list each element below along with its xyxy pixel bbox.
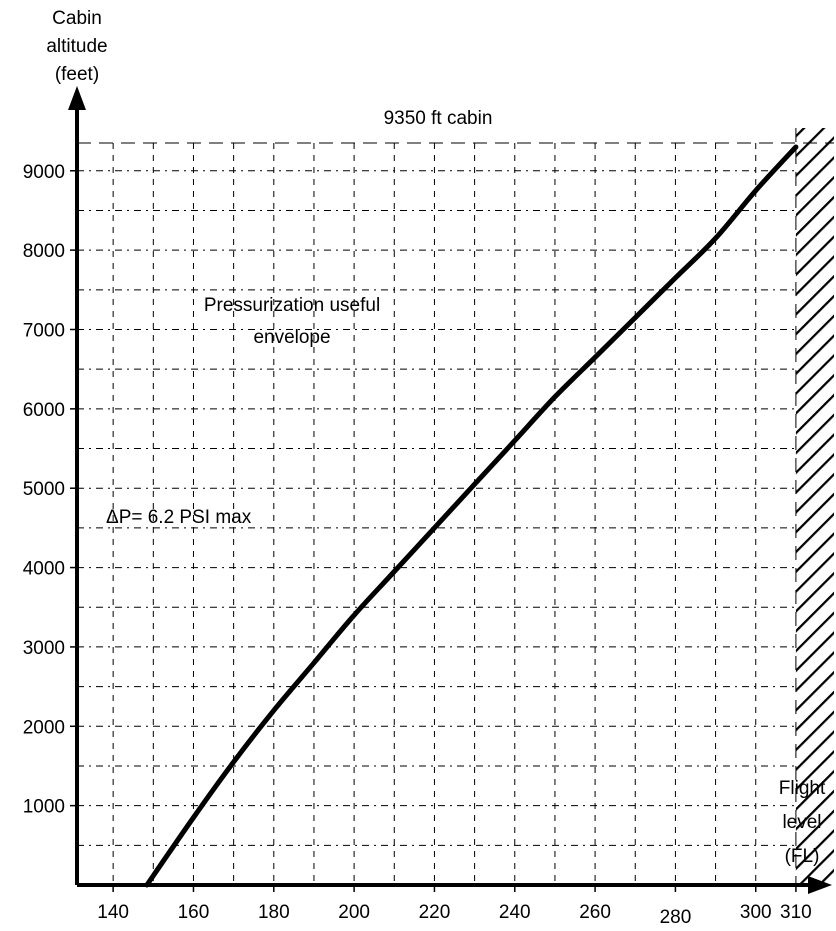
x-tick-label-160: 160	[178, 902, 210, 923]
x-axis-title: Flight level (FL)	[779, 778, 826, 867]
x-axis-title-line-2: level	[782, 812, 821, 833]
series-line-0	[144, 144, 799, 888]
x-tick-label-220: 220	[419, 902, 451, 923]
x-axis-title-line-3: (FL)	[785, 846, 820, 867]
y-axis-title-line-2: altitude	[46, 36, 107, 57]
y-axis-title-line-1: Cabin	[52, 8, 102, 29]
hatched-region	[795, 128, 834, 885]
y-tick-label-4000: 4000	[23, 559, 65, 580]
x-tick-label-280: 280	[660, 907, 692, 928]
x-tick-label-180: 180	[258, 902, 290, 923]
x-axis-arrow	[808, 876, 832, 894]
y-tick-label-6000: 6000	[23, 400, 65, 421]
annotation-delta-p: ΔP= 6.2 PSI max	[106, 507, 252, 528]
x-tick-label-260: 260	[579, 902, 611, 923]
y-tick-label-5000: 5000	[23, 479, 65, 500]
x-tick-label-140: 140	[97, 902, 129, 923]
y-tick-label-3000: 3000	[23, 638, 65, 659]
annotation-envelope-line-1: Pressurization useful	[204, 295, 380, 316]
reference-line-label: 9350 ft cabin	[384, 108, 493, 129]
x-axis-title-line-1: Flight	[779, 778, 826, 799]
y-axis-arrow	[68, 86, 86, 110]
y-tick-label-8000: 8000	[23, 241, 65, 262]
y-tick-label-1000: 1000	[23, 797, 65, 818]
x-tick-label-200: 200	[338, 902, 370, 923]
annotation-envelope-line-2: envelope	[253, 327, 330, 348]
y-axis-title-line-3: (feet)	[55, 64, 99, 85]
y-tick-label-9000: 9000	[23, 162, 65, 183]
x-tick-label-300: 300	[740, 902, 772, 923]
y-tick-label-2000: 2000	[23, 717, 65, 738]
x-tick-label-310: 310	[780, 902, 812, 923]
y-tick-label-7000: 7000	[23, 320, 65, 341]
y-axis-title: Cabin altitude (feet)	[46, 8, 107, 85]
x-tick-label-240: 240	[499, 902, 531, 923]
grid	[77, 143, 796, 885]
